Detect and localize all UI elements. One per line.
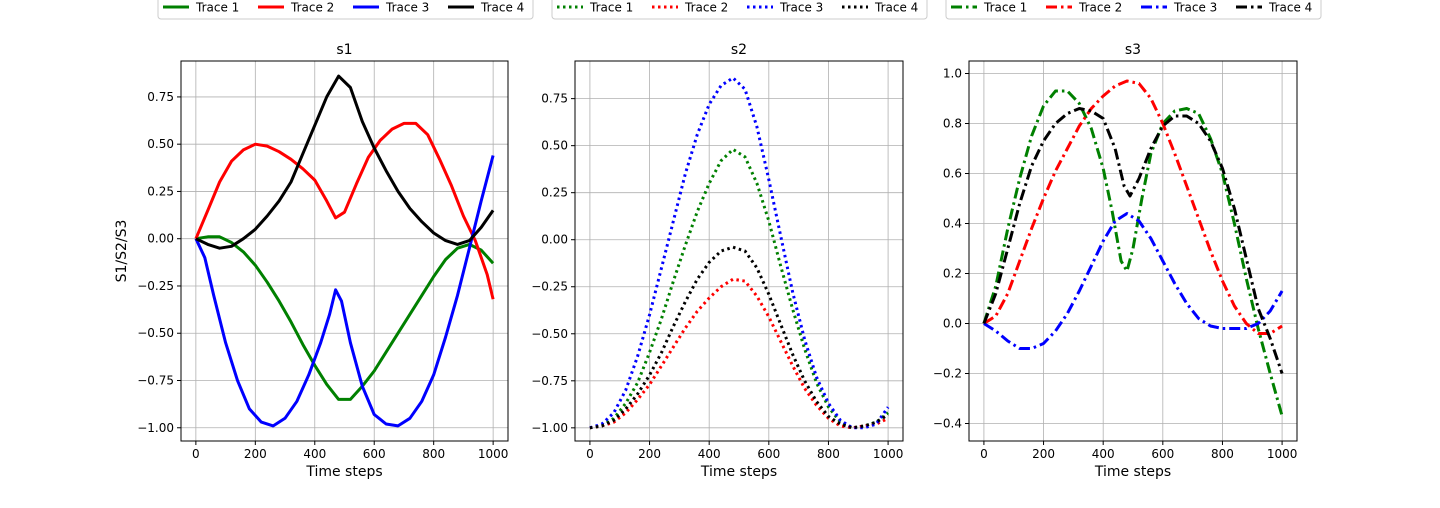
series-line-3 [589, 76, 890, 430]
x-tick-label: 200 [1032, 447, 1055, 461]
legend-label: Trace 3 [1173, 1, 1217, 15]
subplot-s1: 0 200 400 600 800 1000 −1.00 −0.75 −0.50 −0.25 0.0… [114, 42, 509, 480]
axes-frame [180, 60, 509, 442]
x-tick-label: 0 [586, 447, 594, 461]
subplot-title: s1 [336, 42, 352, 58]
y-tick-label: 0.50 [147, 137, 174, 151]
legend-label: Trace 4 [1268, 1, 1312, 15]
series-line-4 [982, 107, 1284, 374]
x-tick-label: 400 [698, 447, 721, 461]
x-tick-label: 200 [244, 447, 267, 461]
x-tick-label: 600 [757, 447, 780, 461]
x-axis-label: Time steps [305, 464, 382, 480]
subplot-title: s2 [731, 42, 747, 58]
legend-box [157, 0, 534, 20]
series-line-1 [982, 89, 1284, 417]
series-line-3 [983, 212, 1284, 350]
x-tick-label: 200 [638, 447, 661, 461]
x-tick-label: 400 [303, 447, 326, 461]
series-line-1 [589, 147, 890, 430]
subplot-title: s3 [1125, 42, 1141, 58]
legend-label: Trace 4 [874, 1, 918, 15]
y-tick-label: −1.00 [137, 421, 174, 435]
y-tick-label: −0.25 [531, 280, 568, 294]
y-tick-label: 0.6 [943, 167, 962, 181]
subplot-s2: 0 200 400 600 800 1000 −1.00 −0.75 −0.50 −0.25 0.0… [531, 42, 904, 480]
y-axis-label: S1/S2/S3 [114, 220, 130, 283]
x-tick-label: 800 [817, 447, 840, 461]
y-tick-label: 0.50 [541, 139, 568, 153]
axes-frame [574, 60, 904, 442]
y-tick-label: 0.4 [943, 217, 962, 231]
y-tick-label: 0.25 [147, 184, 174, 198]
series-line-1 [195, 235, 495, 401]
axes-frame [968, 60, 1298, 442]
y-tick-label: 0.75 [541, 92, 568, 106]
series-line-2 [194, 121, 495, 300]
legend-label: Trace 3 [385, 1, 429, 15]
legend-label: Trace 1 [589, 1, 633, 15]
legend: Trace 1 Trace 2 Trace 3 Trace 4 [945, 0, 1322, 20]
y-tick-label: 0.0 [943, 317, 962, 331]
x-tick-label: 400 [1092, 447, 1115, 461]
x-tick-label: 600 [1151, 447, 1174, 461]
y-tick-label: −0.75 [137, 374, 174, 388]
x-tick-label: 0 [980, 447, 988, 461]
x-tick-label: 1000 [478, 447, 509, 461]
x-tick-label: 1000 [1267, 447, 1298, 461]
series-line-4 [195, 74, 495, 250]
legend-label: Trace 1 [983, 1, 1027, 15]
x-tick-label: 1000 [873, 447, 904, 461]
x-tick-label: 800 [422, 447, 445, 461]
legend-box [945, 0, 1322, 20]
y-tick-label: −0.50 [531, 327, 568, 341]
x-tick-label: 600 [363, 447, 386, 461]
legend-label: Trace 4 [480, 1, 524, 15]
y-tick-label: −0.75 [531, 374, 568, 388]
series-line-2 [983, 79, 1283, 335]
y-tick-label: 0.00 [147, 232, 174, 246]
y-tick-label: −0.4 [933, 417, 962, 431]
legend-label: Trace 2 [684, 1, 728, 15]
legend-label: Trace 2 [290, 1, 334, 15]
y-tick-label: 0.75 [147, 90, 174, 104]
y-tick-label: 1.0 [943, 67, 962, 81]
legend-label: Trace 1 [195, 1, 239, 15]
series-line-2 [589, 277, 889, 430]
y-tick-label: −0.2 [933, 367, 962, 381]
legend-label: Trace 3 [779, 1, 823, 15]
y-tick-label: 0.2 [943, 267, 962, 281]
y-tick-label: −0.50 [137, 326, 174, 340]
series-line-3 [194, 155, 495, 428]
x-tick-label: 800 [1211, 447, 1234, 461]
y-tick-label: 0.00 [541, 233, 568, 247]
series-line-4 [589, 245, 889, 430]
subplot-s3: 0 200 400 600 800 1000 −0.4 −0.2 0.0 0.2 0.4 0.6 0.8… [933, 42, 1298, 480]
legend-label: Trace 2 [1078, 1, 1122, 15]
x-axis-label: Time steps [1094, 464, 1171, 480]
y-tick-label: −1.00 [531, 421, 568, 435]
legend-box [551, 0, 928, 20]
x-axis-label: Time steps [700, 464, 777, 480]
x-tick-label: 0 [192, 447, 200, 461]
y-tick-label: −0.25 [137, 279, 174, 293]
y-tick-label: 0.25 [541, 186, 568, 200]
y-tick-label: 0.8 [943, 117, 962, 131]
legend: Trace 1 Trace 2 Trace 3 Trace 4 [551, 0, 928, 20]
legend: Trace 1 Trace 2 Trace 3 Trace 4 [157, 0, 534, 20]
